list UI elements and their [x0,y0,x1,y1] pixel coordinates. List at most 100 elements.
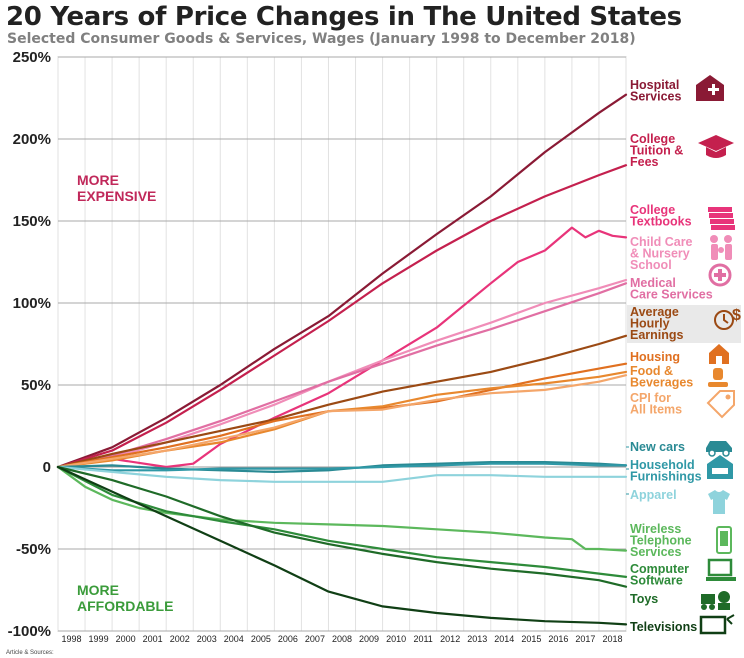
graduation-cap-icon [698,135,734,158]
x-tick-label: 2017 [575,634,595,644]
series-line [56,164,628,469]
series-label: Hourly [630,317,670,331]
series-line [56,226,628,469]
series-line [56,465,628,626]
medical-icon [708,263,732,287]
y-tick-label: 100% [13,295,51,312]
series-label: Services [630,545,681,559]
x-tick-label: 2012 [440,634,460,644]
series-label: School [630,258,672,272]
books-icon [708,207,735,230]
y-tick-label: 150% [13,213,51,230]
toys-icon [701,591,730,610]
series-line [56,93,628,469]
x-tick-label: 2008 [332,634,352,644]
series-label: College [630,203,675,217]
series-icons: $ [696,75,741,635]
x-tick-label: 2016 [548,634,568,644]
house-icon [709,344,729,364]
price-tag-icon [706,390,735,419]
region-label: MORE [77,172,119,188]
food-icon [708,368,728,387]
series-label: Televisions [630,620,697,634]
series-label: Food & [630,364,673,378]
chart-subtitle: Selected Consumer Goods & Services, Wage… [7,31,636,47]
series-label: Beverages [630,376,693,390]
series-label: Textbooks [630,215,692,229]
series-line [56,465,628,579]
footer-note: Article & Sources: [6,650,54,656]
series-label: Hospital [630,78,679,92]
series-label: College [630,132,675,146]
svg-text:$: $ [732,307,741,324]
series-line [56,465,628,588]
series-label: Medical [630,276,676,290]
furniture-icon [707,455,733,479]
y-tick-label: 250% [13,49,51,66]
tv-icon [699,614,735,635]
x-tick-label: 2005 [251,634,271,644]
x-tick-label: 1999 [89,634,109,644]
x-tick-label: 1998 [62,634,82,644]
x-tick-label: 2018 [602,634,622,644]
series-label: Housing [630,350,680,364]
car-icon [706,441,732,457]
x-tick-label: 2011 [413,634,432,644]
series-label: CPI for [630,391,671,405]
region-label: EXPENSIVE [77,188,156,204]
series-lines [56,93,628,626]
y-tick-label: -50% [16,541,51,558]
series-label: All Items [630,403,682,417]
series-label: Toys [630,592,658,606]
series-line [56,462,628,472]
series-label: Computer [630,562,689,576]
series-label: Child Care [630,235,693,249]
x-tick-label: 2015 [521,634,541,644]
series-line [56,334,628,469]
region-label: MORE [77,582,119,598]
y-tick-label: 50% [21,377,51,394]
y-tick-label: 0 [43,459,51,476]
series-line [56,374,628,469]
series-label: & Nursery [630,247,690,261]
series-label: Furnishings [630,470,702,484]
axes: 250% 200% 150% 100% 50% 0 -50% -100% 1998 1999 200… [8,49,623,644]
family-icon [710,235,732,260]
series-line [56,465,628,483]
x-tick-label: 2014 [494,634,514,644]
series-label: Household [630,458,695,472]
series-label: Tuition & [630,144,683,158]
x-tick-label: 2013 [467,634,487,644]
region-label: AFFORDABLE [77,598,173,614]
x-tick-label: 2010 [386,634,406,644]
series-label: Average [630,305,679,319]
x-tick-label: 2001 [143,634,163,644]
x-tick-label: 2007 [305,634,325,644]
clock-dollar-icon: $ [714,307,741,330]
x-tick-label: 2009 [359,634,379,644]
y-tick-label: -100% [8,623,51,640]
series-label: Apparel [630,488,677,502]
chart-title: 20 Years of Price Changes in The United … [6,2,682,32]
apparel-icon [708,490,730,514]
phone-icon [716,526,732,554]
x-tick-label: 2004 [224,634,244,644]
series-label: Care Services [630,288,713,302]
computer-icon [706,558,736,581]
series-label: New cars [630,440,685,454]
series-label: Fees [630,155,659,169]
x-tick-label: 2003 [197,634,217,644]
series-label: Services [630,90,681,104]
plot-area [57,56,627,632]
hospital-heart-icon [696,75,724,101]
series-label: Telephone [630,534,692,548]
x-tick-label: 2000 [116,634,136,644]
x-tick-label: 2006 [278,634,298,644]
series-label: Software [630,574,683,588]
series-line [56,282,628,469]
grid [57,56,627,632]
series-label: Earnings [630,328,684,342]
